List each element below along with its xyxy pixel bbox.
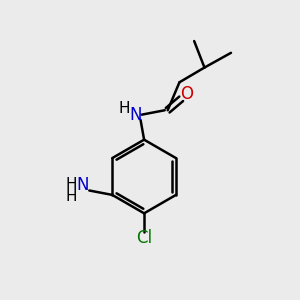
Text: H: H: [66, 189, 77, 204]
Text: Cl: Cl: [136, 229, 152, 247]
Text: H: H: [118, 101, 130, 116]
Text: N: N: [129, 106, 142, 124]
Text: N: N: [76, 176, 89, 194]
Text: H: H: [66, 177, 77, 192]
Text: O: O: [180, 85, 193, 103]
